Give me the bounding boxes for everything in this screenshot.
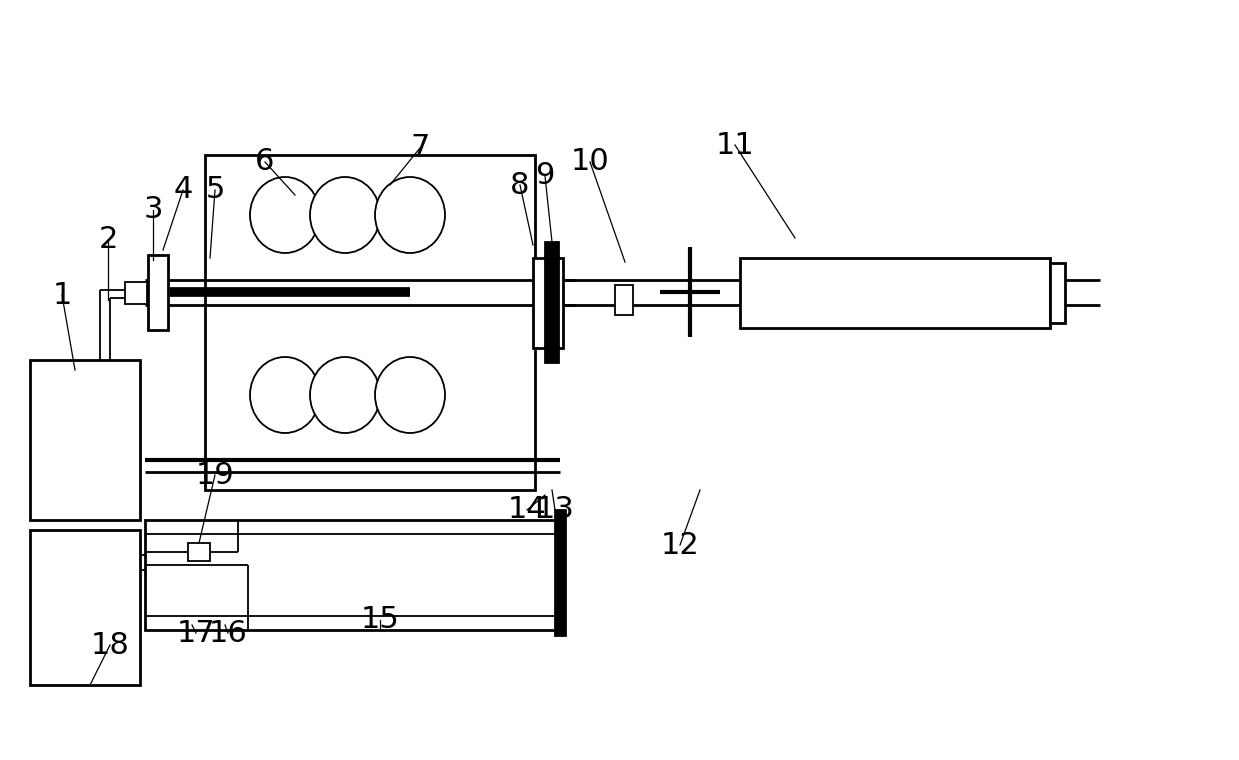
Text: 17: 17 <box>177 619 216 648</box>
Bar <box>1049 263 1066 323</box>
Text: 2: 2 <box>98 226 118 255</box>
Ellipse shape <box>250 177 320 253</box>
Text: 10: 10 <box>571 147 610 176</box>
Bar <box>147 255 169 330</box>
Bar <box>30 530 140 685</box>
Text: 13: 13 <box>535 496 575 524</box>
Bar <box>533 258 563 348</box>
Ellipse shape <box>375 357 445 433</box>
Text: 3: 3 <box>144 195 162 224</box>
Text: 15: 15 <box>361 606 399 635</box>
Text: 6: 6 <box>255 147 275 176</box>
Text: 16: 16 <box>208 619 248 648</box>
Bar <box>545 242 558 362</box>
Ellipse shape <box>375 177 445 253</box>
Ellipse shape <box>310 177 380 253</box>
Text: 9: 9 <box>535 162 555 191</box>
Text: 5: 5 <box>206 176 224 204</box>
Text: 18: 18 <box>90 631 129 660</box>
Bar <box>615 285 633 315</box>
Bar <box>125 282 147 304</box>
Bar <box>204 155 535 490</box>
Bar <box>188 543 209 561</box>
Text: 7: 7 <box>410 134 430 163</box>
Bar <box>555 510 565 635</box>
Bar <box>740 258 1049 328</box>
Text: 1: 1 <box>52 280 72 309</box>
Bar <box>145 520 560 630</box>
Text: 14: 14 <box>508 496 546 524</box>
Text: 11: 11 <box>716 131 755 160</box>
Text: 12: 12 <box>660 530 699 559</box>
Text: 19: 19 <box>196 461 234 489</box>
Bar <box>30 360 140 520</box>
Text: 8: 8 <box>510 170 530 200</box>
Ellipse shape <box>250 357 320 433</box>
Text: 4: 4 <box>173 176 193 204</box>
Ellipse shape <box>310 357 380 433</box>
